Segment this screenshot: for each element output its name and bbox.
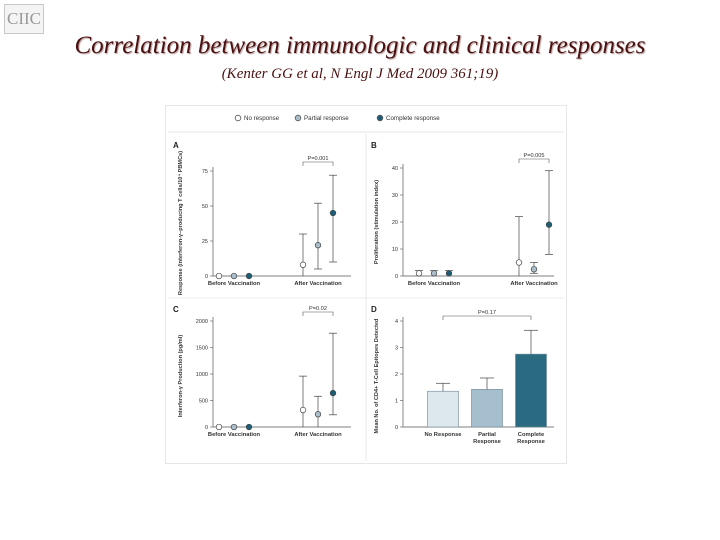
panel-b-xlabel-1: After Vaccination <box>510 281 558 287</box>
panel-c-ylabel: Interferon-γ Production (pg/ml) <box>178 335 184 417</box>
panel-d-pvalue-bracket <box>442 315 532 320</box>
panel-d-xlabel-2-line-2: Response <box>517 439 545 445</box>
legend-marker-2 <box>376 114 384 122</box>
panel-b-point-1-0 <box>430 270 438 277</box>
panel-c-point-0-1 <box>299 406 307 414</box>
panel-c-xlabel-1: After Vaccination <box>294 432 342 438</box>
panel-a-pvalue: P=0.001 <box>308 156 329 162</box>
panel-d-ytick-label-0: 0 <box>395 425 398 431</box>
panel-b-ytick-label-1: 10 <box>392 247 398 253</box>
panel-b-pvalue-bracket <box>518 158 550 163</box>
panel-b-ytick-label-3: 30 <box>392 193 398 199</box>
figure-svg: No response Partial response Complete resp… <box>168 114 564 461</box>
panel-b-letter: B <box>371 141 377 150</box>
panel-d-xlabel-1-line-1: Partial <box>478 432 496 438</box>
panel-d-bar-2 <box>515 353 547 428</box>
panel-b-point-2-0 <box>445 270 453 277</box>
panel-a-ylabel: Response (interferon-γ–producing T cells… <box>178 151 184 295</box>
legend-label-1: Partial response <box>304 115 349 122</box>
panel-b-ytick-label-2: 20 <box>392 220 398 226</box>
panel-a-point-1-1 <box>314 242 322 249</box>
panel-a-letter: A <box>173 141 179 150</box>
panel-c-ytick-label-0: 0 <box>205 425 208 431</box>
panel-b-xlabel-0: Before Vaccination <box>408 281 461 287</box>
panel-b-ytick-label-0: 0 <box>395 274 398 280</box>
panel-a-ytick-label-3: 75 <box>202 169 208 175</box>
panel-a-point-0-0 <box>215 272 223 280</box>
legend-marker-1 <box>294 114 302 122</box>
legend-label-2: Complete response <box>386 115 440 122</box>
legend-marker-0 <box>234 114 242 122</box>
panel-a-xlabel-1: After Vaccination <box>294 281 342 287</box>
panel-a-point-0-1 <box>299 261 307 268</box>
panel-a-ytick-label-2: 50 <box>202 204 208 210</box>
panel-b-point-0-1 <box>515 259 523 266</box>
panel-b-pvalue: P=0.005 <box>524 153 545 159</box>
panel-c-xlabel-0: Before Vaccination <box>208 432 261 438</box>
panel-b-ytick-label-4: 40 <box>392 166 398 172</box>
panel-d-ytick-label-3: 3 <box>395 346 398 352</box>
panel-b-ylabel: Proliferation (stimulation index) <box>374 180 380 264</box>
panel-d-ytick-label-1: 1 <box>395 399 398 405</box>
panel-d-ylabel: Mean No. of CD4+ T-Cell Epitopes Detecte… <box>374 318 380 433</box>
panel-b-point-2-1 <box>545 221 553 228</box>
panel-d-bar-0 <box>427 390 459 428</box>
panel-d-xlabel-2: Complete Response <box>517 432 545 445</box>
panel-a-point-2-1 <box>329 209 337 217</box>
figure-panel: No response Partial response Complete resp… <box>165 105 567 464</box>
panel-c-point-1-1 <box>314 411 322 418</box>
panel-a-ytick-label-1: 25 <box>202 239 208 245</box>
panel-c-letter: C <box>173 305 179 314</box>
panel-c-point-0-0 <box>215 423 223 431</box>
panel-a-xlabel-0: Before Vaccination <box>208 281 261 287</box>
panel-d-ytick-label-2: 2 <box>395 372 398 378</box>
panel-d-xlabel-0: No Response <box>424 432 462 438</box>
panel-c-pvalue: P=0.02 <box>309 306 327 312</box>
panel-d-xlabel-2-line-1: Complete <box>518 432 545 438</box>
slide-title: Correlation between immunologic and clin… <box>74 32 646 59</box>
panel-d-pvalue: P=0.17 <box>478 310 496 316</box>
panel-c-point-1-0 <box>230 423 238 431</box>
panel-d-bar-1 <box>471 389 503 428</box>
ciic-logo: CIIC <box>4 4 44 34</box>
panel-c-ytick-label-3: 1500 <box>196 346 208 352</box>
panel-c-pvalue-bracket <box>302 311 334 316</box>
panel-c-ytick-label-1: 500 <box>199 399 208 405</box>
panel-c-ytick-label-4: 2000 <box>196 319 208 325</box>
panel-a-pvalue-bracket <box>302 161 334 166</box>
panel-d-xlabel-1-line-2: Response <box>473 439 501 445</box>
panel-a-ytick-label-0: 0 <box>205 274 208 280</box>
panel-d-letter: D <box>371 305 377 314</box>
panel-a-point-2-0 <box>245 272 253 280</box>
panel-c-point-2-0 <box>245 423 253 431</box>
panel-a-point-1-0 <box>230 272 238 280</box>
legend-label-0: No response <box>244 115 280 122</box>
slide-citation: (Kenter GG et al, N Engl J Med 2009 361;… <box>221 66 499 82</box>
panel-d-ytick-label-4: 4 <box>395 319 398 325</box>
panel-c-point-2-1 <box>329 389 337 397</box>
panel-b-point-0-0 <box>415 270 423 277</box>
panel-d-xlabel-1: Partial Response <box>473 432 501 445</box>
panel-c-ytick-label-2: 1000 <box>196 372 208 378</box>
panel-b-point-1-1 <box>530 266 538 273</box>
